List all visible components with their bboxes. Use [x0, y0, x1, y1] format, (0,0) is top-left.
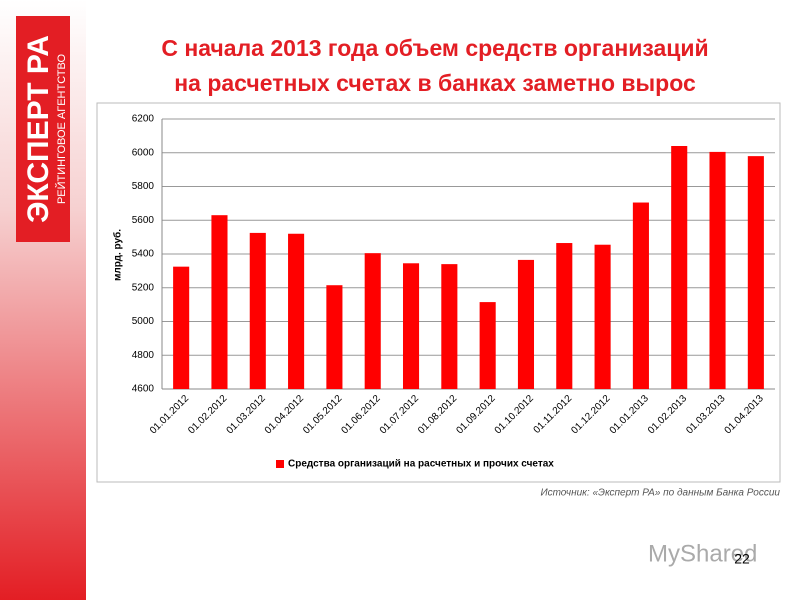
bar: [249, 232, 266, 389]
y-tick-label: 5200: [132, 282, 155, 293]
legend-label: Средства организаций на расчетных и проч…: [288, 459, 554, 470]
chart-frame: [96, 102, 781, 483]
logo-box: [16, 16, 70, 242]
bar: [671, 146, 688, 389]
bar: [556, 243, 573, 389]
y-tick-label: 6200: [132, 114, 155, 125]
bar: [441, 264, 458, 389]
logo-tagline: РЕЙТИНГОВОЕ АГЕНТСТВО: [55, 54, 68, 205]
page-number: 22: [734, 551, 750, 567]
y-tick-label: 4600: [132, 384, 155, 395]
bar: [211, 215, 228, 389]
y-tick-label: 5000: [132, 316, 155, 327]
bar: [632, 202, 649, 389]
y-tick-label: 6000: [132, 147, 155, 158]
y-axis-label: млрд. руб.: [112, 229, 124, 281]
y-tick-label: 5600: [132, 215, 155, 226]
bar: [517, 259, 535, 389]
bar: [173, 266, 190, 389]
bar: [326, 285, 343, 389]
bar: [747, 156, 764, 389]
bar: [709, 151, 726, 389]
y-tick-label: 4800: [132, 350, 155, 361]
bar: [402, 263, 420, 389]
slide-title: С начала 2013 года объем средств организ…: [161, 35, 708, 61]
source: Источник: «Эксперт РА» по данным Банка Р…: [540, 488, 780, 499]
bar: [479, 302, 496, 389]
y-tick-label: 5800: [132, 181, 155, 192]
bar: [288, 233, 305, 389]
watermark: MyShared: [648, 540, 757, 567]
bar: [364, 253, 381, 389]
legend-swatch: [276, 460, 284, 468]
bar: [594, 244, 611, 389]
y-tick-label: 5400: [132, 249, 155, 260]
slide-title: на расчетных счетах в банках заметно выр…: [174, 70, 696, 96]
logo-name: ЭКСПЕРТ РА: [22, 35, 55, 223]
